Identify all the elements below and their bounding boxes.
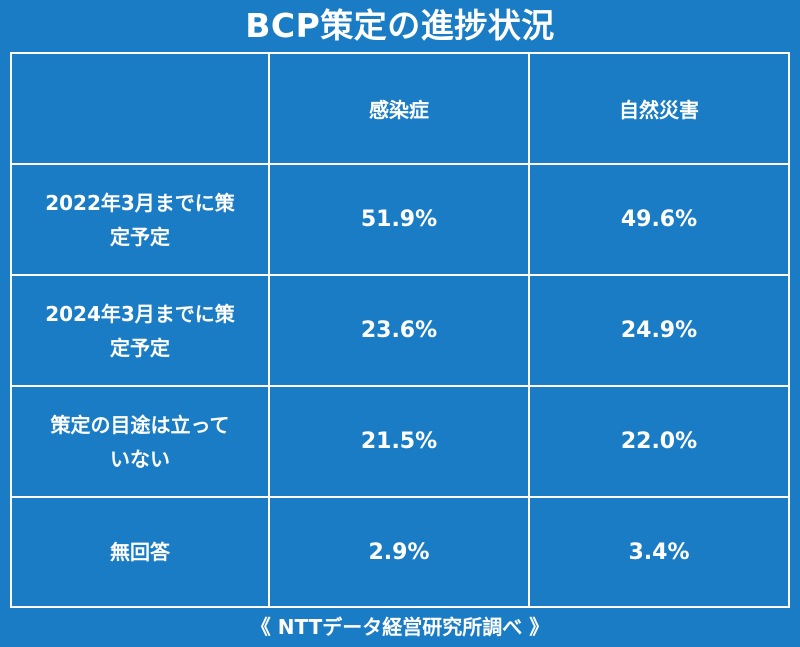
table-cell-value: 21.5% — [360, 429, 438, 454]
source-note: 《 NTTデータ経営研究所調べ 》 — [250, 615, 550, 639]
table-divider-horizontal — [12, 496, 788, 498]
row-label: 2022年3月までに策定予定 — [45, 190, 235, 249]
table-divider-horizontal — [12, 274, 788, 276]
row-label: 2024年3月までに策定予定 — [45, 301, 235, 360]
data-table: 感染症 自然災害 2022年3月までに策定予定 51.9% 49.6% 2024… — [10, 52, 790, 608]
row-label: 策定の目途は立っていない — [50, 412, 230, 471]
table-cell-value: 24.9% — [620, 318, 698, 343]
table-cell-value: 3.4% — [628, 539, 690, 565]
table-divider-horizontal — [12, 163, 788, 165]
column-header-natural-disaster: 自然災害 — [619, 98, 699, 122]
table-cell-value: 22.0% — [620, 429, 698, 454]
table-divider-horizontal — [12, 385, 788, 387]
chart-title: BCP策定の進捗状況 — [245, 6, 555, 45]
table-cell-value: 51.9% — [360, 207, 438, 232]
column-header-infectious-disease: 感染症 — [369, 98, 429, 122]
table-divider-vertical — [528, 54, 530, 606]
table-cell-value: 2.9% — [368, 539, 430, 565]
table-cell-value: 49.6% — [620, 207, 698, 232]
row-label: 無回答 — [110, 540, 170, 564]
table-cell-value: 23.6% — [360, 318, 438, 343]
table-divider-vertical — [268, 54, 270, 606]
